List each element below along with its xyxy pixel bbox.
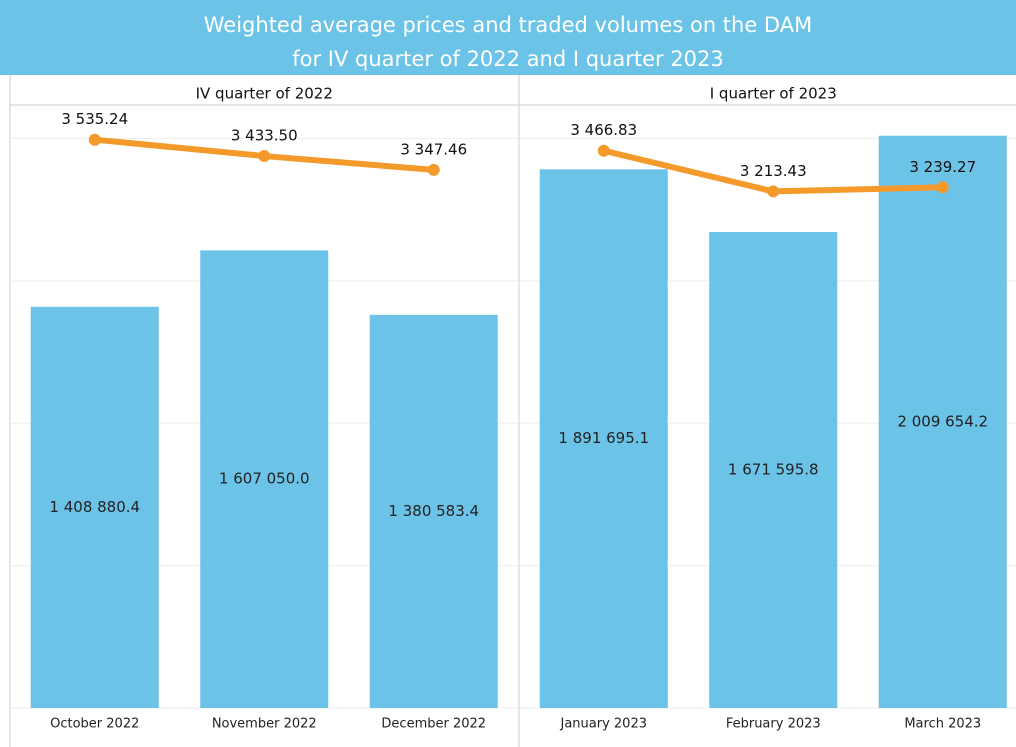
x-tick-label: March 2023: [904, 717, 981, 732]
line-label: 3 466.83: [570, 121, 637, 139]
x-tick-label: October 2022: [50, 717, 139, 732]
line-label: 3 433.50: [231, 127, 298, 145]
bar: [30, 306, 159, 708]
bar: [878, 135, 1007, 708]
bar: [369, 314, 498, 708]
bar-label: 1 891 695.1: [558, 429, 649, 447]
x-tick-label: December 2022: [381, 717, 486, 732]
bar: [539, 169, 668, 708]
price-point: [767, 185, 780, 198]
x-tick-label: November 2022: [212, 717, 317, 732]
panel-header: IV quarter of 2022: [196, 85, 333, 103]
price-point: [427, 163, 440, 176]
chart-title: Weighted average prices and traded volum…: [204, 13, 812, 37]
price-point: [258, 150, 271, 163]
title-band: [0, 0, 1016, 75]
bar-label: 1 607 050.0: [219, 470, 310, 488]
chart-title: for IV quarter of 2022 and I quarter 202…: [292, 47, 724, 71]
x-tick-label: February 2023: [726, 717, 821, 732]
price-point: [936, 181, 949, 194]
line-label: 3 239.27: [909, 158, 976, 176]
bar-label: 1 380 583.4: [388, 502, 479, 520]
line-label: 3 213.43: [740, 162, 807, 180]
bar-label: 2 009 654.2: [897, 412, 988, 430]
price-point: [597, 144, 610, 157]
bar-label: 1 671 595.8: [728, 460, 819, 478]
price-point: [88, 133, 101, 146]
line-label: 3 347.46: [400, 140, 467, 158]
x-tick-label: January 2023: [560, 717, 648, 732]
bar: [709, 231, 838, 708]
line-label: 3 535.24: [61, 110, 128, 128]
panel-header: I quarter of 2023: [710, 85, 837, 103]
bar: [200, 250, 329, 708]
bar-label: 1 408 880.4: [49, 498, 140, 516]
